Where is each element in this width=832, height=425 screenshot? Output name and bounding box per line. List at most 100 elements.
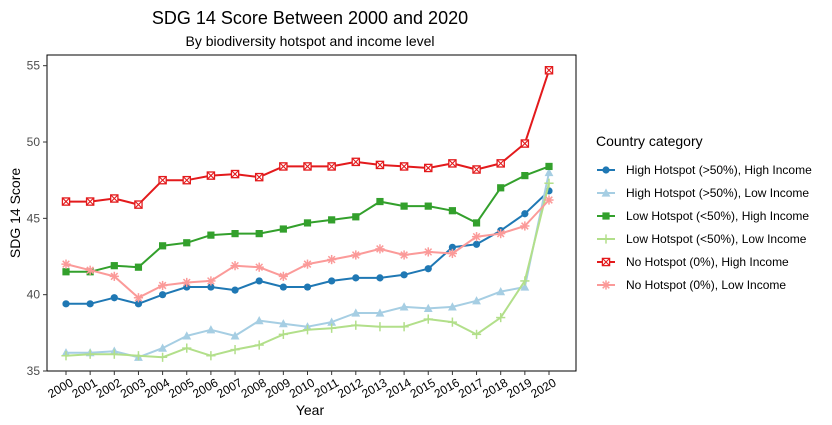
data-point — [109, 271, 119, 281]
data-point — [182, 175, 191, 185]
data-point — [471, 232, 482, 242]
data-point — [110, 262, 118, 270]
data-point — [472, 219, 481, 227]
data-point — [497, 184, 505, 192]
data-point — [424, 202, 432, 210]
data-point — [231, 230, 239, 238]
plot-area: 3540455055200020012002200320042005200620… — [27, 54, 577, 401]
data-point — [206, 276, 216, 286]
legend-marker — [602, 212, 610, 220]
data-point — [472, 165, 481, 174]
data-point — [159, 242, 167, 250]
data-point — [375, 322, 385, 332]
data-point — [448, 159, 457, 168]
data-point — [327, 254, 337, 265]
data-point — [134, 300, 143, 308]
data-point — [206, 171, 216, 180]
data-point — [133, 293, 144, 303]
data-point — [520, 221, 530, 231]
data-point — [303, 283, 312, 291]
data-point — [230, 345, 240, 355]
data-point — [327, 317, 337, 326]
legend-marker — [601, 234, 611, 244]
data-point — [109, 349, 119, 359]
data-point — [62, 268, 70, 276]
data-point — [351, 157, 361, 167]
legend-label: Low Hotspot (<50%), High Income — [626, 209, 809, 223]
data-point — [544, 167, 554, 177]
data-point — [206, 325, 216, 334]
data-point — [158, 352, 168, 362]
data-point — [375, 160, 385, 170]
data-point — [206, 351, 216, 361]
data-point — [328, 216, 336, 224]
data-point — [254, 262, 264, 272]
legend-label: High Hotspot (>50%), High Income — [626, 163, 812, 177]
data-point — [110, 294, 118, 302]
y-tick-label: 55 — [27, 59, 41, 73]
data-point — [423, 163, 433, 173]
data-point — [399, 250, 409, 260]
data-point — [423, 303, 433, 313]
data-point — [134, 263, 143, 271]
data-point — [351, 308, 361, 317]
legend-label: High Hotspot (>50%), Low Income — [626, 186, 809, 200]
data-point — [447, 248, 457, 259]
data-point — [182, 343, 192, 353]
data-point — [158, 280, 168, 291]
data-point — [447, 317, 457, 327]
legend-title: Country category — [596, 133, 703, 149]
data-point — [302, 259, 313, 269]
data-point — [400, 271, 408, 279]
data-point — [352, 213, 360, 221]
data-point — [85, 265, 95, 275]
data-point — [376, 197, 384, 206]
data-point — [351, 250, 361, 260]
data-point — [134, 200, 143, 209]
legend-item: No Hotspot (0%), Low Income — [597, 278, 786, 292]
data-point — [448, 302, 457, 311]
data-point — [544, 66, 554, 75]
y-tick-label: 35 — [27, 364, 41, 378]
data-point — [254, 172, 264, 182]
data-point — [399, 162, 409, 171]
data-point — [230, 331, 240, 340]
data-point — [448, 207, 456, 215]
data-point — [254, 316, 264, 325]
data-point — [375, 308, 385, 317]
data-point — [496, 159, 505, 168]
data-point — [327, 323, 337, 333]
y-axis-label: SDG 14 Score — [7, 168, 23, 258]
legend-marker — [601, 280, 611, 290]
data-point — [86, 300, 94, 308]
plot-border — [46, 54, 577, 372]
data-point — [472, 240, 481, 248]
data-point — [399, 302, 409, 311]
data-point — [182, 277, 192, 288]
data-point — [183, 239, 191, 247]
data-point — [61, 197, 71, 206]
legend-marker — [601, 257, 611, 267]
data-point — [328, 277, 336, 285]
data-point — [254, 340, 264, 350]
data-point — [327, 162, 336, 171]
data-point — [279, 283, 287, 291]
data-point — [231, 286, 239, 294]
legend-marker — [601, 188, 611, 197]
data-point — [521, 210, 529, 218]
chart-subtitle: By biodiversity hotspot and income level — [185, 33, 434, 49]
data-point — [302, 325, 313, 335]
data-point — [279, 162, 288, 171]
data-point — [255, 277, 263, 285]
chart-title: SDG 14 Score Between 2000 and 2020 — [152, 8, 468, 28]
data-point — [496, 287, 506, 296]
data-point — [423, 314, 433, 324]
data-point — [520, 276, 530, 286]
legend-item: High Hotspot (>50%), High Income — [597, 163, 812, 177]
legend-item: High Hotspot (>50%), Low Income — [597, 186, 809, 200]
legend-item: Low Hotspot (<50%), Low Income — [597, 232, 807, 246]
data-point — [278, 329, 288, 339]
data-point — [278, 271, 288, 281]
data-point — [207, 231, 215, 239]
